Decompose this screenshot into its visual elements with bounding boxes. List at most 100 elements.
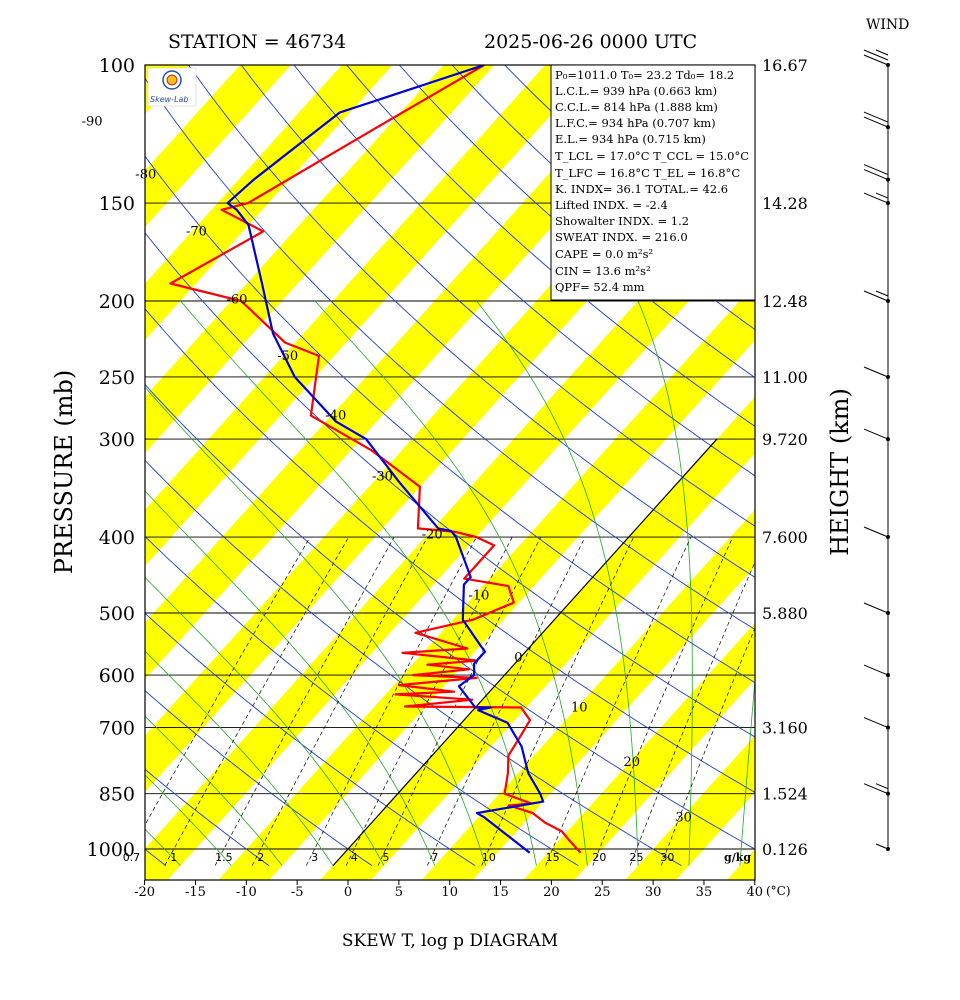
mixing-ratio-label: 0.7 (123, 851, 141, 864)
mixing-ratio-line (592, 536, 734, 866)
axis-labels: -90-80-70-60-50-40-30-20-100102030100150… (82, 55, 808, 900)
station-title: STATION = 46734 (168, 31, 346, 53)
isotherm-band (0, 60, 92, 885)
x-tick-label: 35 (696, 885, 713, 900)
isotherm-band (926, 60, 960, 885)
isotherm-label: 30 (675, 811, 692, 826)
x-tick-label: -15 (185, 885, 206, 900)
moist-adiabat (145, 576, 385, 866)
wind-barb-full (863, 54, 889, 66)
pressure-tick-label: 150 (99, 193, 135, 215)
pressure-tick-label: 1000 (87, 839, 135, 861)
x-tick-label: 30 (645, 885, 662, 900)
pressure-tick-label: 250 (99, 367, 135, 389)
height-tick-label: 16.67 (762, 56, 808, 75)
mixing-ratio-line (377, 536, 542, 866)
info-cin: CIN = 13.6 m²s² (555, 264, 651, 278)
moist-adiabat (145, 715, 283, 866)
pressure-tick-label: 200 (99, 291, 135, 313)
mixing-ratio-line (545, 536, 692, 866)
wind-barb-full (863, 116, 889, 128)
info-el: E.L.= 934 hPa (0.715 km) (555, 132, 706, 146)
mixing-ratio-label: 5 (382, 851, 389, 864)
mixing-ratio-label: 7 (431, 851, 438, 864)
wind-barb-full (863, 164, 889, 176)
mixing-ratio-line (345, 536, 513, 866)
isotherm-label: -50 (277, 349, 298, 364)
wind-barb-half (875, 783, 889, 790)
wind-barb-half (875, 290, 889, 297)
height-tick-label: 9.720 (762, 430, 808, 449)
x-tick-label: -10 (236, 885, 257, 900)
wind-barb-full (863, 290, 889, 302)
moist-adiabat (145, 774, 232, 866)
isotherm-label: -20 (422, 527, 443, 542)
isotherm-label: -40 (325, 409, 346, 424)
isotherm-label: -80 (135, 168, 156, 183)
x-tick-label: 5 (395, 885, 403, 900)
dry-adiabat (346, 65, 755, 427)
moist-adiabat (314, 300, 588, 866)
dry-adiabat (145, 155, 755, 684)
dry-adiabat (145, 77, 755, 631)
info-box (550, 64, 756, 301)
dry-adiabat (145, 232, 755, 738)
wind-barb-half (875, 192, 889, 199)
info-kindx: K. INDX= 36.1 TOTAL.= 42.6 (555, 182, 728, 196)
height-tick-label: 0.126 (762, 840, 808, 859)
info-showalter: Showalter INDX. = 1.2 (555, 214, 689, 228)
pressure-tick-label: 700 (99, 718, 135, 740)
info-line-1: P₀=1011.0 T₀= 23.2 Td₀= 18.2 (555, 68, 734, 82)
dry-adiabat (240, 65, 755, 527)
temperature-line (169, 65, 582, 854)
x-tick-label: 40 (747, 885, 764, 900)
isotherm-label: 0 (514, 651, 522, 666)
dry-adiabat (145, 459, 682, 866)
dry-adiabat (188, 65, 755, 578)
wind-barb-full (863, 169, 889, 181)
datetime-title: 2025-06-26 0000 UTC (484, 31, 697, 53)
pressure-tick-label: 850 (99, 784, 135, 806)
x-tick-label: 0 (344, 885, 352, 900)
mixing-ratio-line (251, 536, 429, 866)
mixing-ratio-label: 2 (257, 851, 264, 864)
x-tick-label: 25 (594, 885, 611, 900)
wind-barb-full (863, 428, 889, 440)
info-cape: CAPE = 0.0 m²s² (555, 247, 653, 261)
moist-adiabat (180, 300, 537, 866)
moist-adiabat (145, 386, 486, 866)
mixing-ratio-label: 1 (170, 851, 177, 864)
isotherm-band (145, 170, 755, 880)
mixing-ratio-line (426, 536, 586, 866)
isotherm-label: 10 (571, 701, 588, 716)
isotherm-band (726, 848, 755, 880)
dry-adiabat (955, 48, 960, 866)
wind-barb-full (863, 111, 889, 123)
mixing-ratio-label: 3 (311, 851, 318, 864)
x-tick-label: -5 (291, 885, 304, 900)
isotherm-band (145, 65, 393, 341)
wind-barb-full (863, 192, 889, 204)
mixing-ratio-label: 25 (630, 851, 644, 864)
isotherm-band (145, 65, 596, 567)
isotherm-label: -10 (468, 589, 489, 604)
mixing-ratio-label: 15 (546, 851, 560, 864)
wind-barb-full (863, 602, 889, 614)
mixing-ratio-unit: g/kg (724, 851, 751, 864)
x-tick-label: 20 (543, 885, 560, 900)
info-ccl: C.C.L.= 814 hPa (1.888 km) (555, 100, 718, 114)
isotherm-label: -70 (186, 224, 207, 239)
height-tick-label: 7.600 (762, 528, 808, 547)
height-tick-label: 3.160 (762, 719, 808, 738)
x-tick-label: 10 (441, 885, 458, 900)
mixing-ratio-label: 10 (482, 851, 496, 864)
info-lcl: L.C.L.= 939 hPa (0.663 km) (555, 84, 717, 98)
info-tlfc: T_LFC = 16.8°C T_EL = 16.8°C (555, 166, 740, 180)
dry-adiabat (293, 65, 755, 477)
wind-barb-full (863, 49, 889, 61)
wind-barb-half (875, 843, 889, 850)
dry-adiabat (903, 48, 960, 866)
height-tick-label: 1.524 (762, 785, 808, 804)
pressure-tick-label: 600 (99, 665, 135, 687)
y-axis-title: PRESSURE (mb) (50, 370, 78, 575)
